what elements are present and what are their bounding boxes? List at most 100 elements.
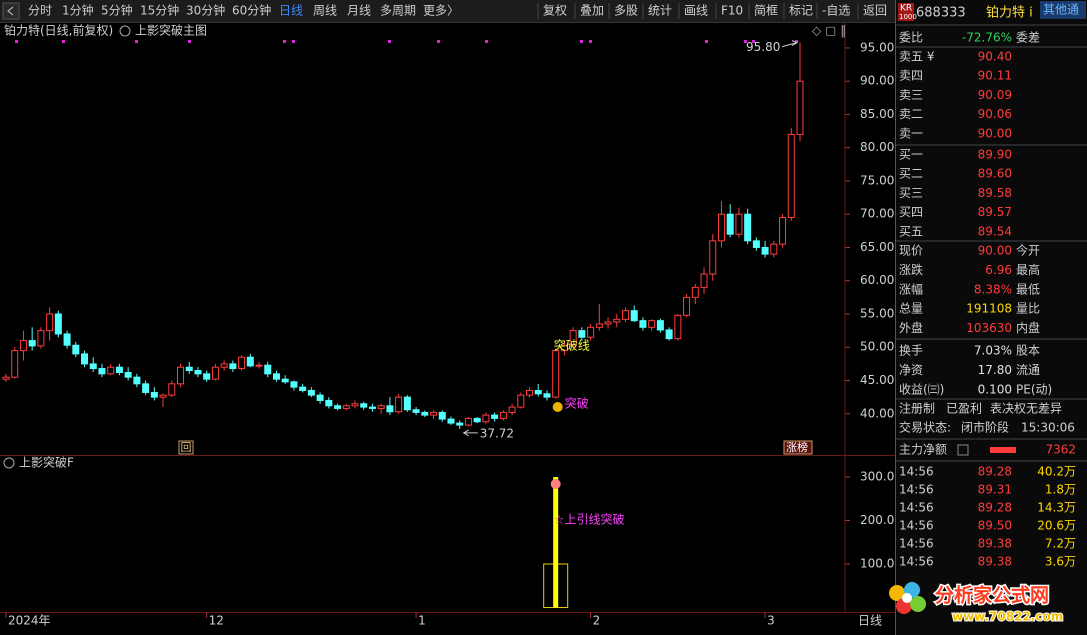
candle-body bbox=[534, 389, 542, 395]
tick-time: 14:56 bbox=[899, 483, 934, 497]
tick-volume: 20.6万 bbox=[1037, 519, 1076, 533]
tick-price: 89.50 bbox=[978, 519, 1012, 533]
period-tab[interactable]: 30分钟 bbox=[186, 3, 225, 18]
y-tick-label: 60.00 bbox=[860, 273, 894, 287]
indicator-icon[interactable] bbox=[3, 457, 15, 469]
candle-body bbox=[621, 310, 629, 320]
candle-body bbox=[744, 213, 752, 242]
high-arrow bbox=[781, 40, 799, 48]
status: 闭市阶段 bbox=[961, 420, 1009, 435]
net-label: 主力净额 bbox=[899, 443, 947, 457]
badge-text: 1000 bbox=[899, 13, 917, 21]
candle-body bbox=[395, 396, 403, 413]
x-tick-label: 1 bbox=[418, 614, 426, 628]
period-tab[interactable]: 日线 bbox=[279, 4, 303, 18]
candle-body bbox=[691, 286, 699, 298]
candle-body bbox=[81, 353, 89, 365]
stat-label: 股本 bbox=[1016, 344, 1040, 358]
candle-body bbox=[752, 240, 760, 248]
period-tab[interactable]: 更多〉 bbox=[423, 4, 459, 18]
book-price: 89.58 bbox=[978, 186, 1012, 200]
signal-head bbox=[550, 479, 561, 490]
candle-body bbox=[185, 366, 193, 372]
signal-dot bbox=[744, 40, 747, 43]
stat-label: 流通 bbox=[1016, 363, 1040, 377]
tool-button[interactable]: F10 bbox=[721, 4, 743, 18]
book-label: 卖一 bbox=[899, 126, 923, 140]
candle-body bbox=[726, 213, 734, 235]
signal-dot bbox=[62, 40, 65, 43]
candle-body bbox=[46, 313, 54, 332]
tag: 表决权无差异 bbox=[990, 402, 1062, 416]
back-button[interactable] bbox=[2, 2, 20, 20]
book-label: 买四 bbox=[899, 205, 923, 219]
tick-volume: 3.6万 bbox=[1045, 555, 1076, 569]
candle-body bbox=[770, 243, 778, 255]
candle-body bbox=[717, 213, 725, 242]
candle-body bbox=[508, 406, 516, 413]
candle-body bbox=[220, 363, 228, 368]
candle-body bbox=[430, 411, 438, 416]
candle-body bbox=[639, 320, 647, 328]
toolbar-bg bbox=[0, 0, 1087, 22]
candle-body bbox=[255, 364, 263, 367]
tool-button[interactable]: 画线 bbox=[684, 4, 708, 18]
period-tab[interactable]: 分时 bbox=[28, 4, 52, 18]
y-tick-label: 300.0 bbox=[860, 470, 894, 484]
y-tick-label: 80.00 bbox=[860, 140, 894, 154]
link-bg[interactable] bbox=[1040, 1, 1086, 19]
candle-body bbox=[526, 389, 534, 396]
candle-body bbox=[796, 80, 804, 135]
y-tick-label: 95.00 bbox=[860, 40, 894, 54]
link[interactable]: 其他通 bbox=[1043, 3, 1079, 17]
candle-body bbox=[342, 405, 350, 409]
status-time: 15:30:06 bbox=[1021, 421, 1075, 435]
stat-label: 涨跌 bbox=[899, 262, 923, 277]
watermark-url: www.70822.com bbox=[952, 610, 1063, 624]
marker-box bbox=[783, 440, 813, 455]
candle-body bbox=[28, 340, 36, 347]
candle-body bbox=[177, 366, 185, 385]
badge-text: KR bbox=[900, 4, 912, 14]
period-tab[interactable]: 周线 bbox=[313, 4, 337, 18]
chart-icon[interactable]: ◇ ▢ ‖ bbox=[812, 24, 846, 38]
book-price: 90.11 bbox=[978, 69, 1012, 83]
tool-button[interactable]: 返回 bbox=[863, 4, 887, 18]
tool-button[interactable]: 简框 bbox=[754, 4, 778, 18]
candle-body bbox=[360, 403, 368, 408]
indicator-name[interactable]: 上影突破主图 bbox=[135, 23, 207, 38]
candle-body bbox=[482, 414, 490, 423]
period-tab[interactable]: 月线 bbox=[347, 4, 371, 18]
y-tick-label: 55.00 bbox=[860, 306, 894, 320]
candle-body bbox=[560, 345, 568, 352]
tool-button[interactable]: 多股 bbox=[614, 4, 638, 18]
candle-body bbox=[351, 403, 359, 407]
tick-price: 89.31 bbox=[978, 483, 1012, 497]
tool-button[interactable]: 叠加 bbox=[580, 4, 604, 18]
signal-annotation: ☆上引线突破 bbox=[554, 512, 625, 527]
tick-price: 89.38 bbox=[978, 555, 1012, 569]
ratio-label: 委比 bbox=[899, 31, 923, 45]
period-tab[interactable]: 1分钟 bbox=[62, 3, 94, 18]
period-tab[interactable]: 5分钟 bbox=[101, 3, 133, 18]
period-tab[interactable]: 15分钟 bbox=[140, 3, 179, 18]
tool-button[interactable]: 标记 bbox=[789, 4, 813, 18]
low-arrow bbox=[462, 429, 478, 437]
tool-button[interactable]: 统计 bbox=[648, 4, 672, 18]
tool-button[interactable]: 复权 bbox=[543, 4, 567, 18]
y-tick-label: 65.00 bbox=[860, 240, 894, 254]
candle-body bbox=[595, 323, 603, 328]
net-value: 7362 bbox=[1045, 443, 1076, 457]
candle-body bbox=[491, 414, 499, 419]
period-tab[interactable]: 多周期 bbox=[380, 4, 416, 18]
candle-body bbox=[264, 364, 272, 375]
candle-body bbox=[307, 389, 315, 396]
stat-value: 6.96 bbox=[985, 263, 1012, 277]
tool-button[interactable]: -自选 bbox=[822, 4, 850, 18]
stat-label: 最高 bbox=[1016, 262, 1040, 277]
tick-volume: 7.2万 bbox=[1045, 537, 1076, 551]
tick-time: 14:56 bbox=[899, 465, 934, 479]
period-tab[interactable]: 60分钟 bbox=[232, 3, 271, 18]
sub-title: 上影突破F bbox=[19, 455, 74, 470]
indicator-icon[interactable] bbox=[119, 25, 131, 37]
